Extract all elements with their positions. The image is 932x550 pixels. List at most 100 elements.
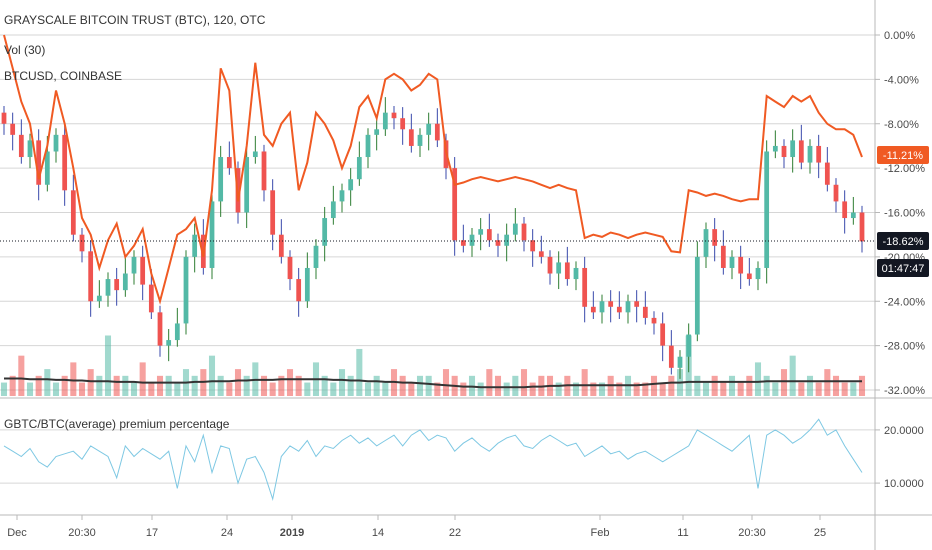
candle-body (287, 256, 293, 280)
candle-body (512, 223, 518, 235)
volume-bar (156, 375, 164, 396)
candle-body (218, 157, 224, 202)
candle-body (530, 240, 536, 252)
candle-body (660, 323, 666, 346)
candle-body (790, 140, 796, 158)
candle-body (374, 129, 380, 135)
candle-body (556, 262, 562, 274)
volume-bar (633, 382, 640, 396)
volume-bar (711, 375, 718, 396)
indicator-tick-label: 20.0000 (884, 425, 924, 437)
candle-body (18, 134, 24, 158)
candle-body (166, 340, 172, 346)
indicator-tick-label: 10.0000 (884, 478, 924, 490)
candle-body (296, 279, 302, 302)
candle-body (452, 168, 458, 241)
candle-body (746, 273, 752, 280)
candle-body (677, 356, 683, 368)
volume-bar (217, 375, 224, 396)
volume-bar (425, 375, 432, 396)
volume-bar (460, 382, 467, 396)
y-tick-label: 0.00% (884, 30, 915, 42)
volume-bar (295, 375, 302, 396)
candle-body (772, 145, 778, 152)
candle-body (824, 162, 830, 185)
candle-body (738, 256, 744, 274)
candle-body (434, 123, 440, 141)
candle-body (400, 118, 406, 130)
y-tick-label: -32.00% (884, 385, 925, 397)
candle-body (486, 229, 492, 241)
volume-bar (96, 375, 103, 396)
volume-bar (529, 382, 536, 396)
volume-bar (399, 375, 406, 396)
volume-bar (841, 382, 848, 396)
volume-bar (780, 369, 788, 396)
candle-body (157, 312, 163, 346)
volume-bar (243, 375, 250, 396)
x-tick-label: Dec (7, 527, 27, 539)
candle-body (174, 323, 180, 341)
candle-body (469, 234, 475, 246)
candle-body (703, 229, 709, 257)
candle-body (625, 301, 631, 313)
x-tick-label: 11 (677, 527, 688, 539)
candle-body (694, 256, 700, 335)
candle-body (807, 145, 813, 163)
y-tick-label: -8.00% (884, 119, 919, 131)
volume-bar (555, 382, 562, 396)
volume-bar (321, 375, 328, 396)
candle-body (504, 234, 510, 246)
legend-title: GRAYSCALE BITCOIN TRUST (BTC), 120, OTC (4, 13, 266, 27)
candle-body (356, 157, 362, 180)
candle-body (764, 151, 770, 268)
volume-bar (104, 335, 112, 396)
candle-body (408, 129, 414, 146)
candle-body (226, 157, 232, 169)
volume-bar (52, 382, 60, 396)
volume-bar (208, 355, 216, 396)
x-tick-label: 20:30 (68, 527, 96, 539)
candle-body (720, 245, 726, 268)
candle-body (634, 301, 640, 307)
candle-body (131, 256, 137, 274)
volume-bar (191, 375, 198, 396)
volume-bar (122, 375, 129, 396)
candle-body (348, 179, 354, 191)
last-value-text: -18.62% (883, 236, 924, 248)
volume-bar (850, 382, 857, 396)
compare-value-badge (877, 146, 929, 164)
volume-bar (44, 369, 51, 396)
candle-body (686, 334, 692, 357)
candle-body (270, 190, 276, 235)
legend-compare: BTCUSD, COINBASE (4, 69, 122, 83)
volume-bar (113, 375, 120, 396)
candle-body (859, 212, 865, 242)
legend-indicator: GBTC/BTC(average) premium percentage (4, 417, 230, 431)
volume-bar (356, 348, 363, 396)
candle-body (148, 284, 154, 313)
volume-bar (330, 382, 337, 396)
countdown-badge (877, 259, 929, 277)
volume-bar (61, 375, 68, 396)
candle-body (391, 112, 397, 119)
volume-bar (148, 382, 155, 396)
candle-body (62, 134, 68, 191)
volume-bar (824, 369, 831, 396)
candle-body (365, 134, 371, 158)
x-tick-label: Feb (591, 527, 610, 539)
candle-body (183, 256, 189, 324)
volume-bar (269, 382, 276, 396)
volume-bar (304, 382, 311, 396)
volume-bar (754, 362, 762, 396)
volume-bar (373, 375, 380, 396)
y-tick-label: -4.00% (884, 74, 919, 86)
candle-body (833, 184, 839, 202)
candle-body (27, 140, 33, 158)
volume-bar (581, 369, 588, 396)
volume-bar (503, 382, 510, 396)
volume-bar (78, 382, 86, 396)
volume-bar (408, 382, 415, 396)
